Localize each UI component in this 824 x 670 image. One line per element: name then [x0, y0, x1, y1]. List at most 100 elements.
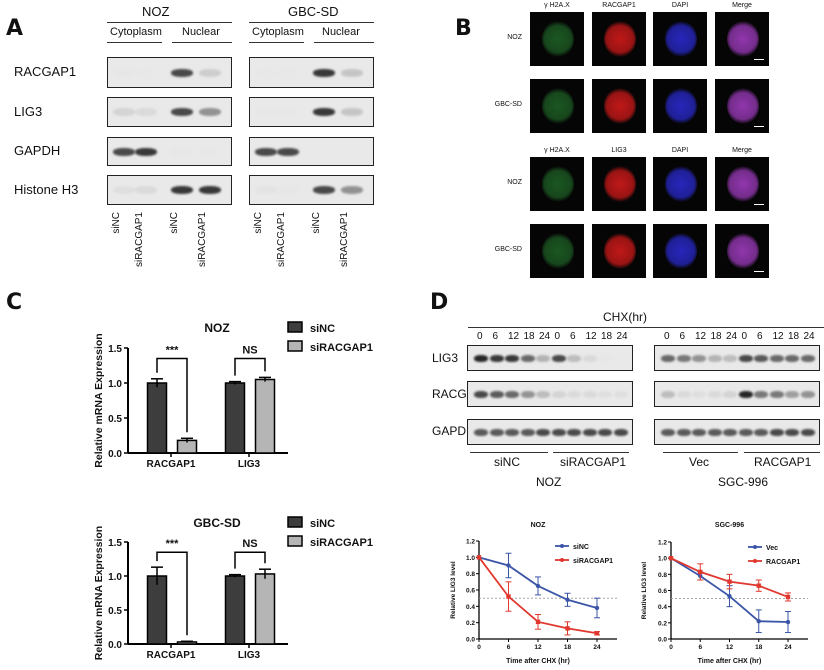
timepoint-label: 6 [757, 331, 763, 342]
microscopy-image [530, 224, 584, 278]
nucleus [542, 233, 574, 269]
x-tick-label: LIG3 [238, 650, 261, 661]
x-axis-label: Time after CHX (hr) [506, 658, 570, 665]
x-tick-label: 0 [669, 644, 673, 651]
data-point [506, 594, 511, 599]
series-line [670, 557, 789, 598]
blot-strip [467, 419, 633, 445]
legend-label: siNC [310, 518, 335, 530]
divider [172, 42, 232, 43]
divider [107, 42, 162, 43]
channel-label: DAPI [671, 147, 689, 154]
nucleus [665, 233, 697, 269]
significance-label: *** [166, 538, 180, 550]
y-tick-label: 1.2 [658, 540, 667, 547]
microscopy-image [715, 12, 769, 66]
data-point [698, 573, 703, 579]
data-point [785, 594, 791, 600]
timepoint-label: 24 [539, 331, 551, 342]
lane-label: siRACGAP1 [134, 212, 145, 268]
blot-band [785, 354, 799, 362]
y-axis-label: Relative mRNA Expression [93, 526, 105, 660]
divider [744, 452, 820, 453]
blot-band [277, 68, 299, 77]
blot-strip [107, 137, 232, 166]
series-line [670, 557, 789, 623]
blot-band [598, 354, 612, 362]
row-label: NOZ [507, 179, 522, 186]
y-tick-label: 0.0 [466, 637, 475, 644]
blot-band [113, 68, 135, 77]
nucleus [665, 21, 697, 57]
blot-band [474, 428, 488, 436]
legend-label: RACGAP1 [766, 559, 800, 566]
legend-label: Vec [766, 545, 778, 552]
blot-band [255, 186, 277, 194]
data-point [727, 593, 732, 599]
data-point [565, 626, 570, 631]
cell-line-label: SGC-996 [718, 475, 769, 489]
scale-bar [754, 59, 764, 60]
blot-band [551, 428, 566, 436]
legend-marker [753, 545, 757, 549]
condition-label: Vec [689, 455, 710, 469]
bar [176, 439, 198, 454]
blot-band [341, 147, 363, 156]
blot-band [536, 428, 550, 436]
row-label: GAPDH [432, 424, 475, 438]
blot-band [520, 390, 535, 398]
scale-bar [754, 271, 764, 272]
y-tick-label: 0.8 [466, 571, 475, 578]
x-tick-label: 18 [755, 644, 763, 651]
bar [176, 641, 198, 645]
blot-band [255, 147, 277, 156]
row-label: LIG3 [432, 351, 459, 365]
blot-band [520, 428, 535, 436]
microscopy-image [592, 79, 646, 133]
data-point [756, 583, 761, 588]
timepoint-label: 18 [788, 331, 800, 342]
lane-label: siRACGAP1 [197, 212, 208, 268]
blot-band [505, 354, 519, 362]
blot-band [536, 354, 550, 362]
blot-band [135, 186, 157, 194]
timepoint-label: 0 [664, 331, 670, 342]
timepoint-label: 12 [508, 331, 520, 342]
blot-band [341, 186, 363, 194]
blot-band [313, 68, 335, 77]
blot-band [551, 354, 566, 362]
microscopy-image [592, 157, 646, 211]
blot-band [723, 428, 737, 436]
nucleus [604, 166, 636, 202]
microscopy-image [530, 79, 584, 133]
bar [146, 382, 168, 454]
blot-band [489, 390, 504, 398]
blot-band [341, 68, 363, 77]
legend-label: siNC [310, 323, 335, 335]
chart-title: GBC-SD [193, 516, 241, 530]
timepoint-label: 6 [492, 331, 499, 342]
blot-band [113, 108, 135, 116]
y-tick-label: 0.0 [108, 640, 122, 651]
blot-strip [467, 345, 633, 371]
blot-band [113, 186, 135, 194]
channel-label: γ H2A.X [544, 2, 570, 9]
row-label: Histone H3 [14, 182, 79, 197]
legend-swatch [287, 535, 303, 547]
data-point [668, 555, 674, 561]
row-label: GBC-SD [494, 101, 522, 108]
blot-band [692, 354, 706, 362]
data-point [698, 569, 703, 575]
blot-band [707, 354, 722, 362]
blot-strip [654, 345, 820, 371]
legend-marker [753, 559, 757, 563]
blot-strip [654, 419, 820, 445]
x-tick-label: RACGAP1 [147, 650, 196, 661]
fraction-label: Cytoplasm [252, 26, 304, 38]
blot-band [676, 354, 691, 362]
x-tick-label: 18 [564, 644, 572, 651]
y-tick-label: 0.2 [466, 620, 475, 627]
blot-band [800, 428, 815, 436]
lane-label: siNC [311, 212, 322, 234]
y-tick-label: 0.6 [466, 588, 475, 595]
